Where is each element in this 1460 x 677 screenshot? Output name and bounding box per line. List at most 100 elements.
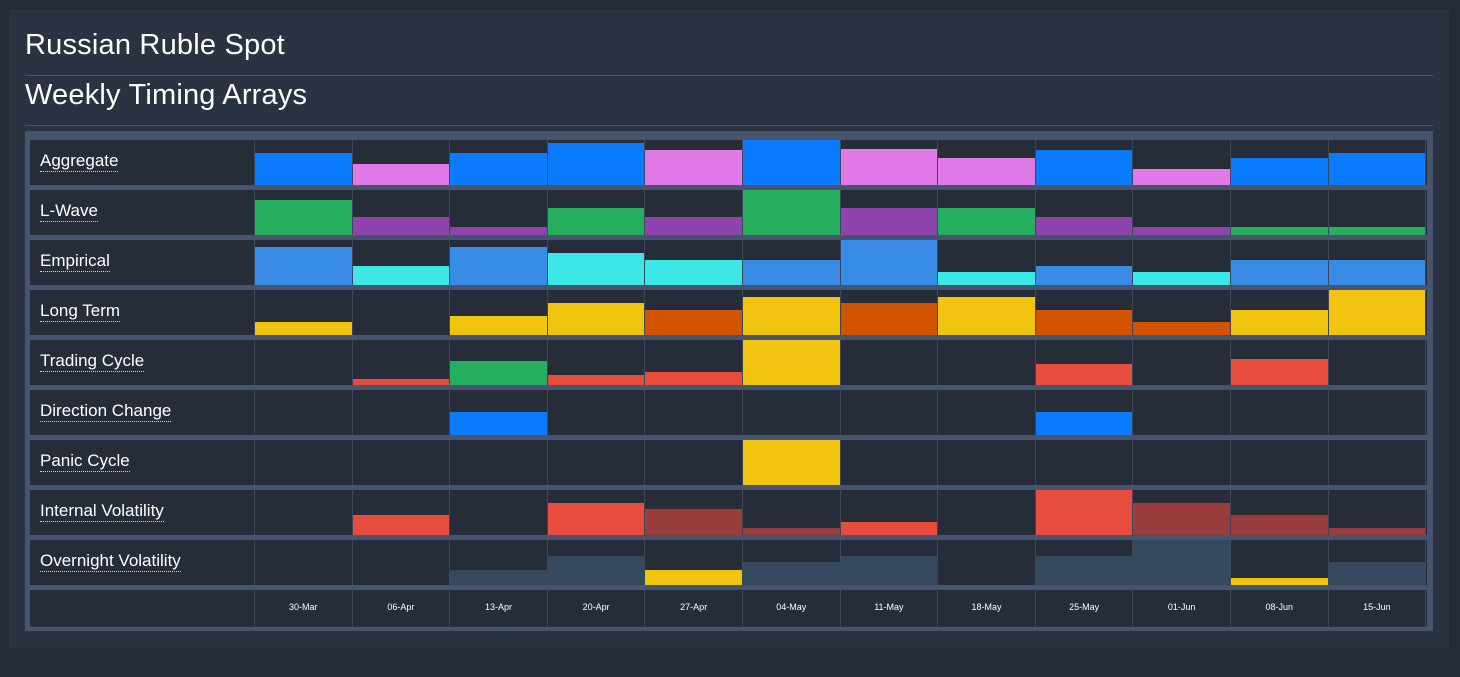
cell — [547, 190, 646, 235]
cell — [547, 290, 646, 335]
cell — [938, 290, 1036, 335]
x-tick-label: 25-May — [1036, 590, 1134, 627]
cell — [840, 190, 939, 235]
cell — [840, 290, 939, 335]
subtitle-divider — [25, 125, 1433, 126]
cell — [645, 540, 743, 585]
bar-direction-change-8 — [1035, 412, 1133, 435]
cell — [1035, 290, 1134, 335]
cell — [1231, 440, 1329, 485]
cell — [547, 240, 646, 285]
row-header: Direction Change — [30, 390, 255, 435]
x-tick-label: 01-Jun — [1133, 590, 1231, 627]
cell — [353, 540, 451, 585]
title-divider — [25, 75, 1433, 76]
cell — [1133, 290, 1231, 335]
cell — [840, 240, 939, 285]
bar-internal-volatility-6 — [840, 522, 938, 535]
cell — [352, 140, 451, 185]
bar-aggregate-11 — [1328, 153, 1426, 185]
cell — [840, 490, 939, 535]
cell — [645, 440, 743, 485]
cell — [645, 340, 743, 385]
cell — [1133, 340, 1231, 385]
page-title: Russian Ruble Spot — [25, 29, 285, 61]
bar-long-term-5 — [743, 297, 840, 335]
cell — [743, 190, 841, 235]
bar-long-term-10 — [1231, 310, 1328, 335]
bar-overnight-volatility-6 — [840, 556, 938, 585]
row-label-direction-change[interactable]: Direction Change — [40, 401, 172, 422]
row-overnight-volatility: Overnight Volatility — [30, 540, 1427, 585]
bar-overnight-volatility-10 — [1231, 578, 1328, 585]
bar-internal-volatility-8 — [1035, 490, 1133, 535]
cell — [450, 290, 548, 335]
cell — [547, 340, 646, 385]
cell — [1035, 140, 1134, 185]
cell — [938, 240, 1036, 285]
chart-title: Weekly Timing Arrays — [25, 79, 308, 111]
cell — [1328, 540, 1427, 585]
bar-internal-volatility-4 — [645, 509, 742, 535]
bar-empirical-6 — [840, 240, 938, 285]
row-label-empirical[interactable]: Empirical — [40, 251, 110, 272]
x-axis: 30-Mar 06-Apr 13-Apr 20-Apr 27-Apr 04-May 11-M… — [30, 590, 1427, 627]
chart-panel: Russian Ruble Spot Weekly Timing Arrays … — [9, 10, 1449, 648]
bar-internal-volatility-5 — [743, 528, 840, 535]
row-label-internal-volatility[interactable]: Internal Volatility — [40, 501, 164, 522]
bar-trading-cycle-3 — [547, 375, 645, 385]
timing-array-grid: Aggregate L-Wave Empirical Long Term Trading… — [25, 131, 1433, 631]
cell — [1133, 440, 1231, 485]
cell — [1133, 190, 1231, 235]
bar-l-wave-8 — [1035, 217, 1133, 235]
cell — [1328, 140, 1427, 185]
cell — [450, 390, 548, 435]
cell — [1329, 390, 1427, 435]
cell — [1133, 390, 1231, 435]
row-label-overnight-volatility[interactable]: Overnight Volatility — [40, 551, 181, 572]
cell — [255, 390, 353, 435]
cell — [1231, 240, 1329, 285]
row-label-trading-cycle[interactable]: Trading Cycle — [40, 351, 145, 372]
cell — [841, 340, 939, 385]
row-label-panic-cycle[interactable]: Panic Cycle — [40, 451, 130, 472]
cell — [353, 390, 451, 435]
row-empirical: Empirical — [30, 240, 1427, 285]
cell — [547, 490, 646, 535]
row-label-l-wave[interactable]: L-Wave — [40, 201, 98, 222]
x-tick-label: 18-May — [938, 590, 1036, 627]
cell — [1328, 190, 1427, 235]
cell — [1328, 240, 1427, 285]
row-header: Panic Cycle — [30, 440, 255, 485]
cell — [1231, 490, 1329, 535]
cell — [938, 440, 1036, 485]
cell — [450, 240, 548, 285]
bar-aggregate-4 — [645, 150, 742, 185]
bar-empirical-10 — [1231, 260, 1328, 285]
row-label-aggregate[interactable]: Aggregate — [40, 151, 119, 172]
bar-empirical-5 — [743, 260, 840, 285]
bar-aggregate-7 — [938, 158, 1035, 185]
cell — [255, 340, 353, 385]
bar-long-term-11 — [1328, 290, 1426, 335]
row-aggregate: Aggregate — [30, 140, 1427, 185]
grid-body: Aggregate L-Wave Empirical Long Term Trading… — [30, 140, 1427, 628]
bar-aggregate-8 — [1035, 150, 1133, 185]
cell — [645, 140, 743, 185]
cell — [743, 540, 841, 585]
cell — [353, 290, 451, 335]
cell — [645, 290, 743, 335]
cell — [1133, 240, 1231, 285]
cell — [938, 390, 1036, 435]
bar-overnight-volatility-8 — [1035, 556, 1133, 585]
bar-empirical-7 — [938, 272, 1035, 285]
bar-l-wave-10 — [1231, 227, 1328, 235]
row-direction-change: Direction Change — [30, 390, 1427, 435]
cell — [548, 390, 646, 435]
cell — [450, 340, 548, 385]
bar-long-term-4 — [645, 310, 742, 335]
row-label-long-term[interactable]: Long Term — [40, 301, 121, 322]
cell — [1035, 190, 1134, 235]
row-l-wave: L-Wave — [30, 190, 1427, 235]
cell — [1231, 140, 1329, 185]
